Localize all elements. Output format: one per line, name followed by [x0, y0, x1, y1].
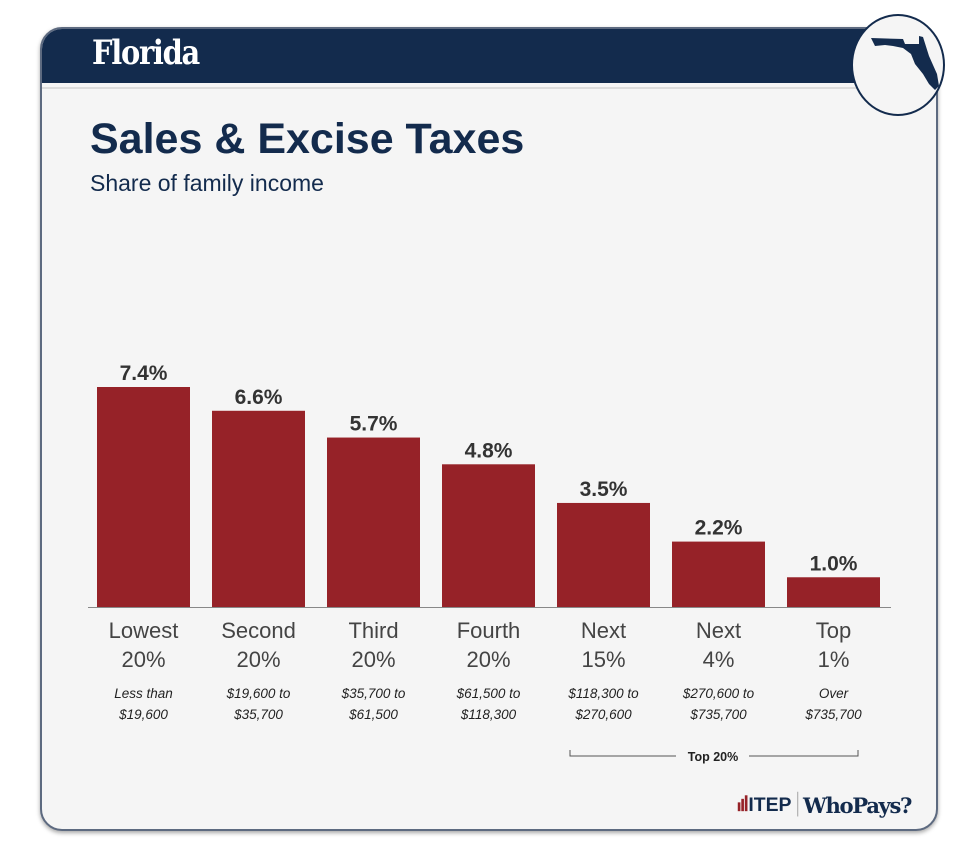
data-label: 5.7% — [350, 413, 398, 436]
income-range-label: $270,600 to — [682, 686, 755, 701]
top-20-bracket — [569, 750, 859, 757]
bar — [97, 387, 190, 607]
category-label: 20% — [121, 647, 165, 672]
income-range-label: $61,500 to — [456, 686, 521, 701]
category-label: 4% — [703, 647, 735, 672]
category-label: 20% — [236, 647, 280, 672]
income-range-label: Less than — [114, 686, 173, 701]
itep-wordmark: ITEP — [748, 794, 791, 816]
chart-title: Sales & Excise Taxes — [90, 115, 525, 163]
category-label: Second — [221, 618, 296, 643]
income-range-label: $118,300 — [460, 707, 517, 722]
income-range-label: $270,600 — [574, 707, 632, 722]
income-range-label: $735,700 — [689, 707, 747, 722]
divider — [42, 87, 936, 89]
chart-subtitle: Share of family income — [90, 170, 324, 196]
income-range-label: Over — [819, 686, 849, 701]
category-label: 1% — [818, 647, 850, 672]
category-label: Fourth — [457, 618, 521, 643]
state-badge — [851, 14, 945, 116]
category-label: Top — [816, 618, 851, 643]
bar — [557, 502, 650, 607]
category-label: 20% — [351, 647, 395, 672]
florida-map-icon — [871, 36, 939, 90]
income-range-label: $735,700 — [804, 707, 862, 722]
header-band: Florida — [42, 29, 936, 83]
itep-whopays-logo: ITEP WhoPays? — [737, 791, 912, 818]
data-label: 1.0% — [810, 552, 858, 575]
income-range-label: $61,500 — [348, 707, 398, 722]
bar — [327, 437, 420, 607]
bar — [442, 464, 535, 607]
category-label: Lowest — [109, 618, 179, 643]
category-label: Next — [696, 618, 741, 643]
whopays-wordmark: WhoPays? — [802, 793, 912, 818]
data-label: 2.2% — [695, 517, 743, 540]
income-range-label: $19,600 to — [226, 686, 291, 701]
income-range-label: $35,700 to — [341, 686, 406, 701]
bar — [787, 577, 880, 607]
category-label: Next — [581, 618, 626, 643]
income-range-label: $118,300 to — [567, 686, 639, 701]
bracket-label: Top 20% — [688, 750, 738, 764]
category-label: 20% — [466, 647, 510, 672]
bar — [672, 541, 765, 607]
income-range-label: $35,700 — [233, 707, 283, 722]
state-name: Florida — [92, 33, 200, 73]
income-range-label: $19,600 — [118, 707, 168, 722]
category-label: Third — [348, 618, 398, 643]
bar — [212, 410, 305, 607]
data-label: 7.4% — [120, 362, 168, 385]
data-label: 6.6% — [235, 386, 283, 409]
category-label: 15% — [581, 647, 625, 672]
data-label: 4.8% — [465, 439, 513, 462]
data-label: 3.5% — [580, 478, 628, 501]
